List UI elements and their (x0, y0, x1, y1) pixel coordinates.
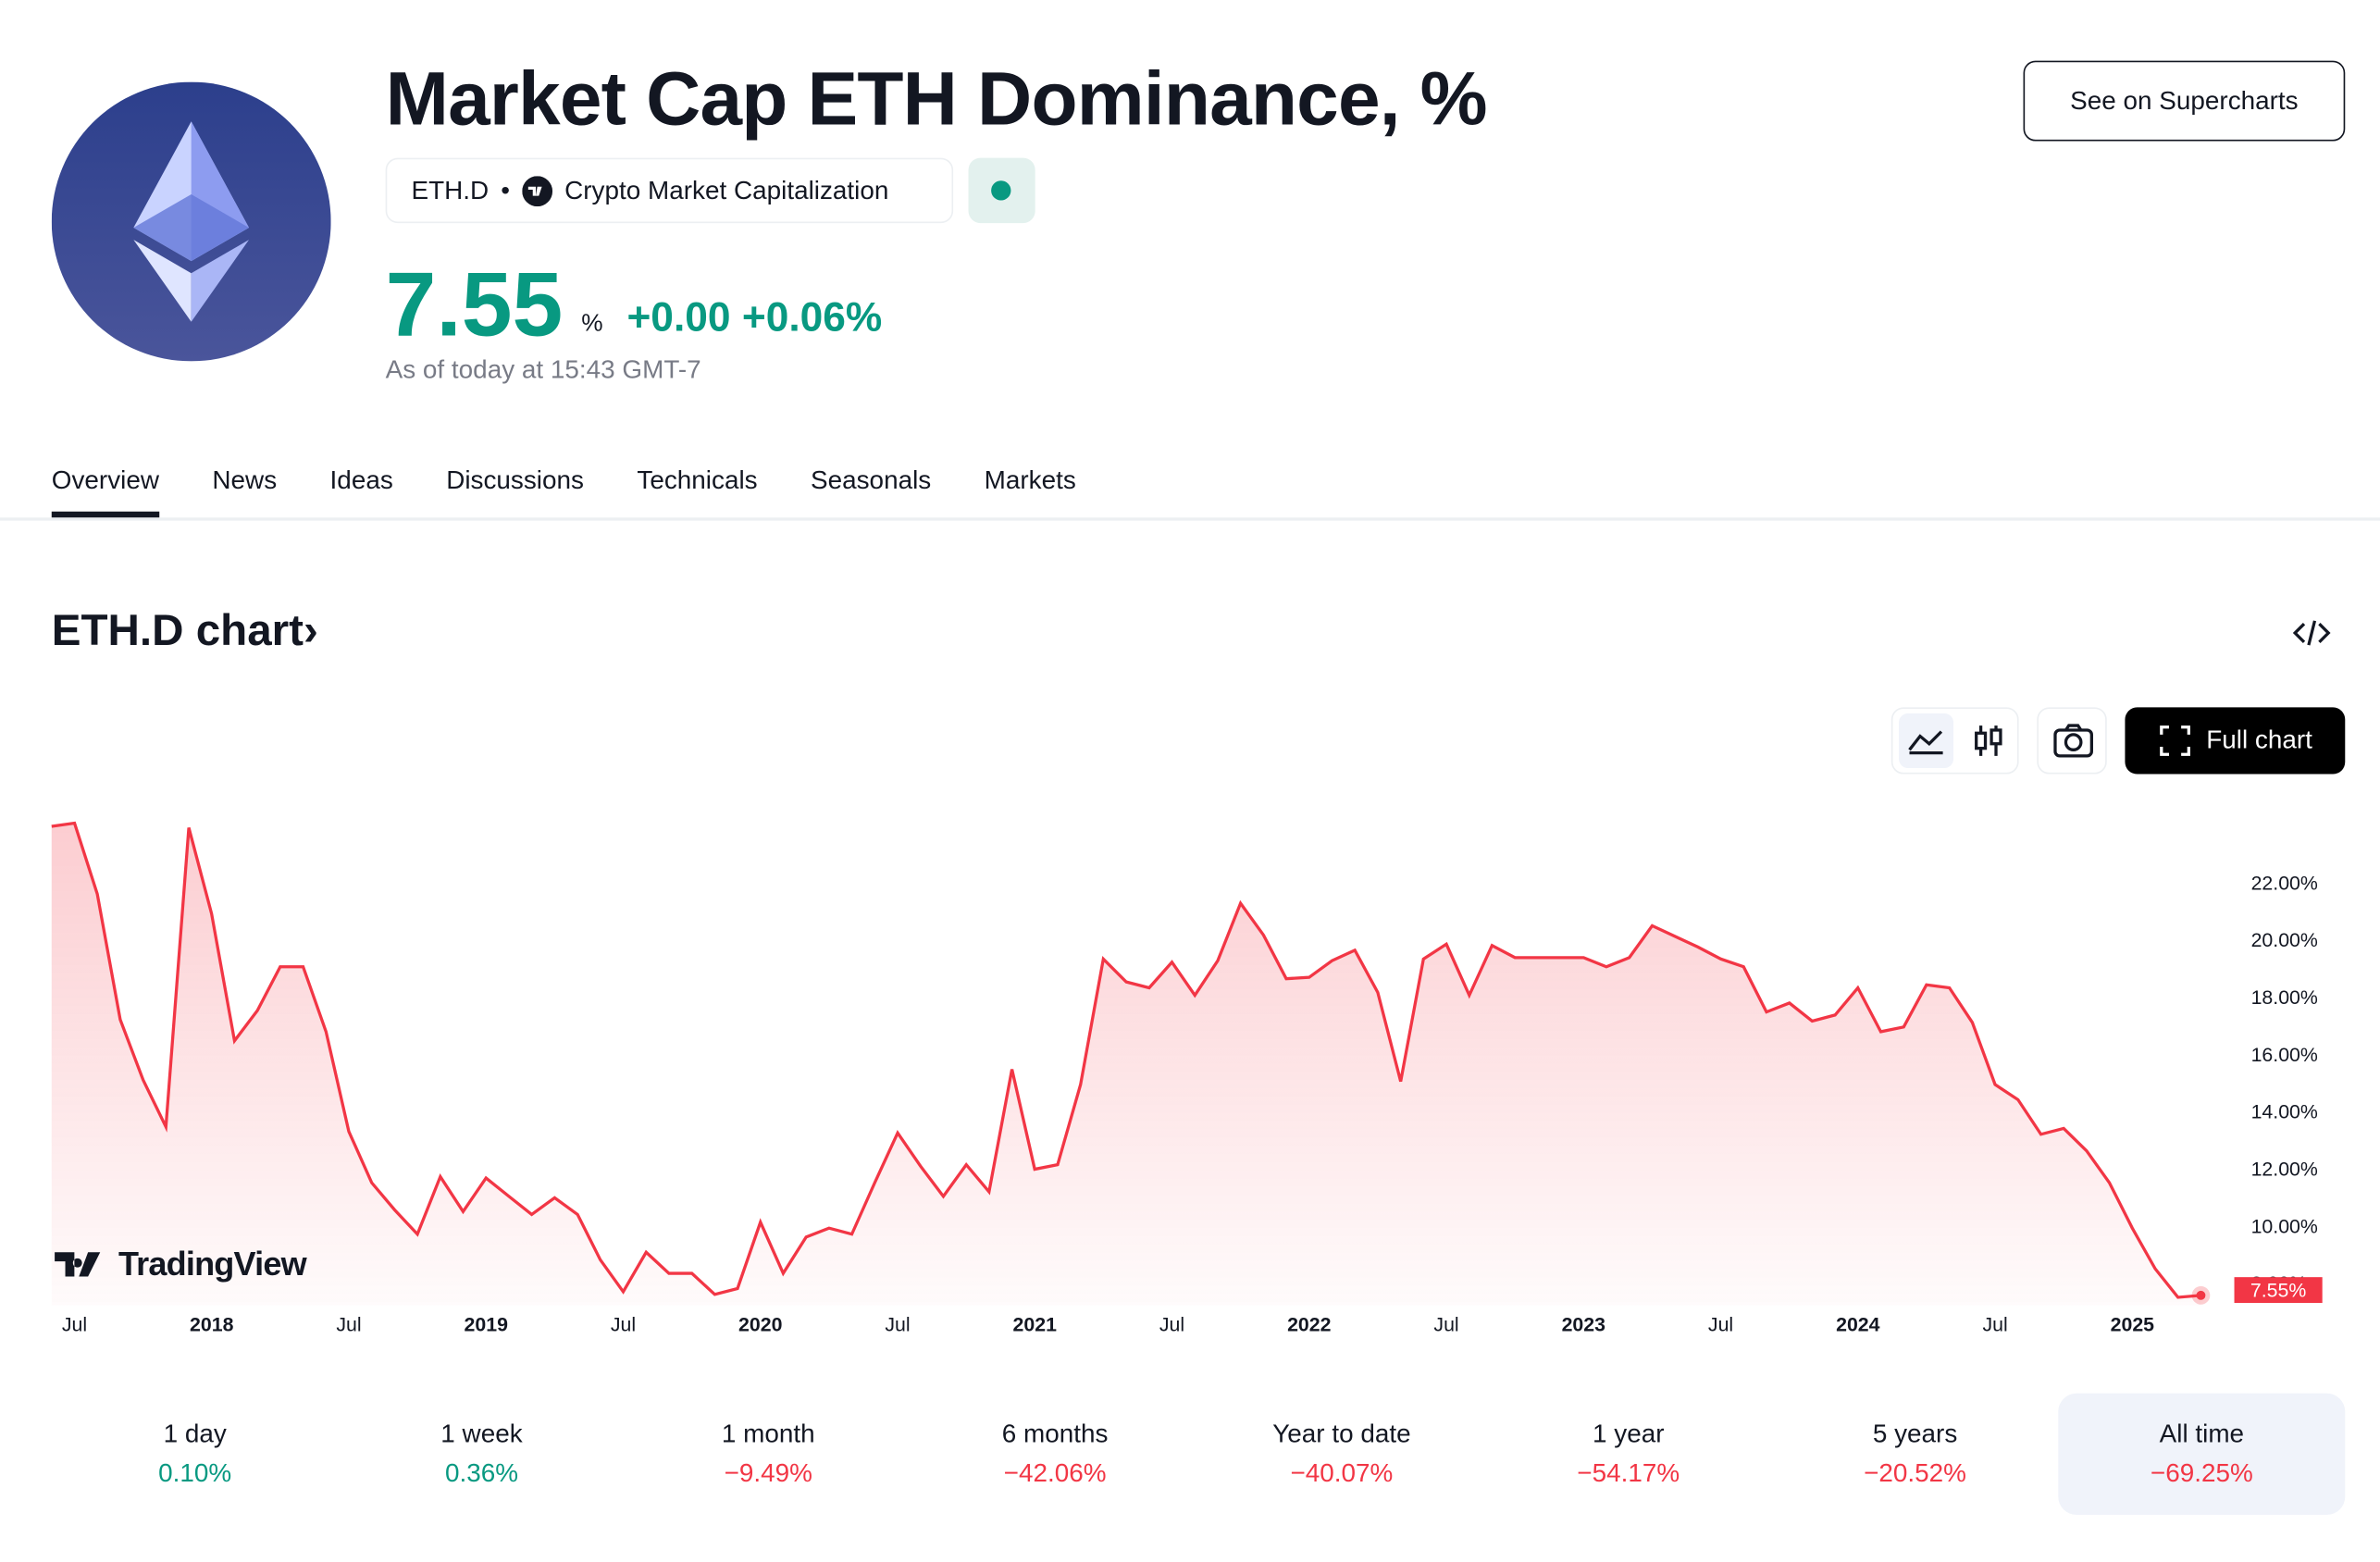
chart-style-toggle (1890, 707, 2019, 775)
chart-heading-text: ETH.D chart (51, 607, 304, 656)
period-label: Year to date (1272, 1419, 1411, 1448)
tab[interactable]: Ideas (329, 465, 393, 495)
separator: • (501, 175, 511, 205)
tab[interactable]: Discussions (446, 465, 584, 495)
symbol: ETH.D (411, 175, 490, 205)
period[interactable]: 1 month −9.49% (625, 1394, 911, 1515)
brand-name: TradingView (118, 1245, 307, 1283)
x-tick-label: Jul (1982, 1314, 2007, 1336)
x-tick-label: Jul (1708, 1314, 1733, 1336)
price: 7.55 (385, 253, 564, 355)
chart-heading[interactable]: ETH.D chart› (52, 607, 318, 657)
x-tick-label: Jul (611, 1314, 636, 1336)
period-label: 6 months (1001, 1419, 1109, 1448)
market-status (968, 157, 1035, 224)
line-icon (1908, 730, 1943, 755)
period-value: −42.06% (1003, 1458, 1107, 1488)
period-label: 5 years (1872, 1419, 1958, 1448)
x-tick-label: 2022 (1287, 1314, 1331, 1336)
tabs: Overview News Ideas Discussions Technicals Se… (51, 465, 1076, 518)
divider (0, 517, 2380, 521)
period[interactable]: 5 years −20.52% (1772, 1394, 2059, 1515)
y-tick-label: 14.00% (2251, 1101, 2318, 1123)
tab[interactable]: Markets (984, 465, 1076, 495)
x-tick-label: 2025 (2111, 1314, 2155, 1336)
line (51, 821, 2201, 1299)
snapshot-button[interactable] (2037, 707, 2107, 775)
status-dot (991, 180, 1011, 201)
tab[interactable]: Technicals (637, 465, 758, 495)
x-tick-label: Jul (1433, 1314, 1458, 1336)
x-tick-label: 2020 (738, 1314, 782, 1336)
tab[interactable]: Overview (51, 466, 160, 518)
as-of: As of today at 15:43 GMT-7 (385, 354, 701, 384)
y-tick-label: 10.00% (2251, 1215, 2318, 1237)
x-tick-label: Jul (62, 1314, 87, 1336)
fullscreen-icon (2159, 725, 2190, 756)
x-tick-label: 2021 (1013, 1314, 1058, 1336)
brand: TradingView (55, 1245, 307, 1284)
camera-icon (2053, 724, 2093, 758)
period[interactable]: 1 week 0.36% (339, 1394, 626, 1515)
brand-icon (55, 1252, 101, 1277)
tab[interactable]: Seasonals (811, 465, 932, 495)
period-value: −54.17% (1577, 1458, 1680, 1488)
full-chart-label: Full chart (2206, 725, 2312, 755)
embed-icon[interactable] (2292, 614, 2332, 653)
period-label: 1 day (163, 1419, 227, 1448)
source: Crypto Market Capitalization (564, 175, 889, 205)
x-tick-label: 2023 (1562, 1314, 1606, 1336)
chart: 8.00%10.00%12.00%14.00%16.00%18.00%20.00… (51, 821, 2323, 1336)
change-pct: +0.06% (741, 294, 883, 341)
last-point (2196, 1290, 2206, 1300)
x-tick-label: Jul (885, 1314, 910, 1336)
full-chart-button[interactable]: Full chart (2125, 707, 2346, 775)
period-value: −69.25% (2150, 1458, 2253, 1488)
area (51, 823, 2201, 1306)
change: +0.00 (626, 294, 731, 341)
period-label: All time (2159, 1419, 2245, 1448)
supercharts-button[interactable]: See on Supercharts (2023, 60, 2346, 142)
period[interactable]: 1 day 0.10% (52, 1394, 339, 1515)
period-value: −20.52% (1864, 1458, 1966, 1488)
y-tick-label: 20.00% (2251, 929, 2318, 951)
period-label: 1 year (1592, 1419, 1665, 1448)
chevron: › (304, 607, 318, 656)
period[interactable]: All time −69.25% (2058, 1393, 2346, 1516)
source-icon (522, 175, 552, 206)
x-tick-label: Jul (336, 1314, 361, 1336)
price-tag (2234, 1277, 2323, 1304)
price-unit: % (581, 311, 603, 338)
period[interactable]: Year to date −40.07% (1198, 1394, 1485, 1515)
x-tick-label: 2024 (1836, 1314, 1880, 1336)
period-value: 0.36% (444, 1458, 519, 1488)
x-tick-label: 2019 (465, 1314, 509, 1336)
period[interactable]: 1 year −54.17% (1485, 1394, 1772, 1515)
period-value: 0.10% (158, 1458, 232, 1488)
eth-logo (51, 81, 331, 362)
price-tag-label: 7.55% (2250, 1279, 2306, 1301)
period-label: 1 month (721, 1419, 815, 1448)
x-tick-label: 2018 (190, 1314, 234, 1336)
period-value: −40.07% (1290, 1458, 1394, 1488)
y-tick-label: 18.00% (2251, 986, 2318, 1009)
symbol-chip[interactable]: ETH.D • Crypto Market Capitalization (385, 157, 954, 224)
period-value: −9.49% (724, 1458, 812, 1488)
title: Market Cap ETH Dominance, % (385, 56, 1488, 142)
period[interactable]: 6 months −42.06% (911, 1394, 1198, 1515)
price-change: +0.00 +0.06% (626, 294, 882, 341)
tab[interactable]: News (212, 465, 278, 495)
period-label: 1 week (440, 1419, 523, 1448)
period-bar: 1 day 0.10% 1 week 0.36% 1 month −9.49% 6 mont… (52, 1393, 2346, 1516)
y-tick-label: 22.00% (2251, 872, 2318, 894)
candle-icon[interactable] (1968, 723, 2011, 759)
x-tick-label: Jul (1159, 1314, 1184, 1336)
y-tick-label: 16.00% (2251, 1044, 2318, 1066)
y-tick-label: 12.00% (2251, 1159, 2318, 1181)
